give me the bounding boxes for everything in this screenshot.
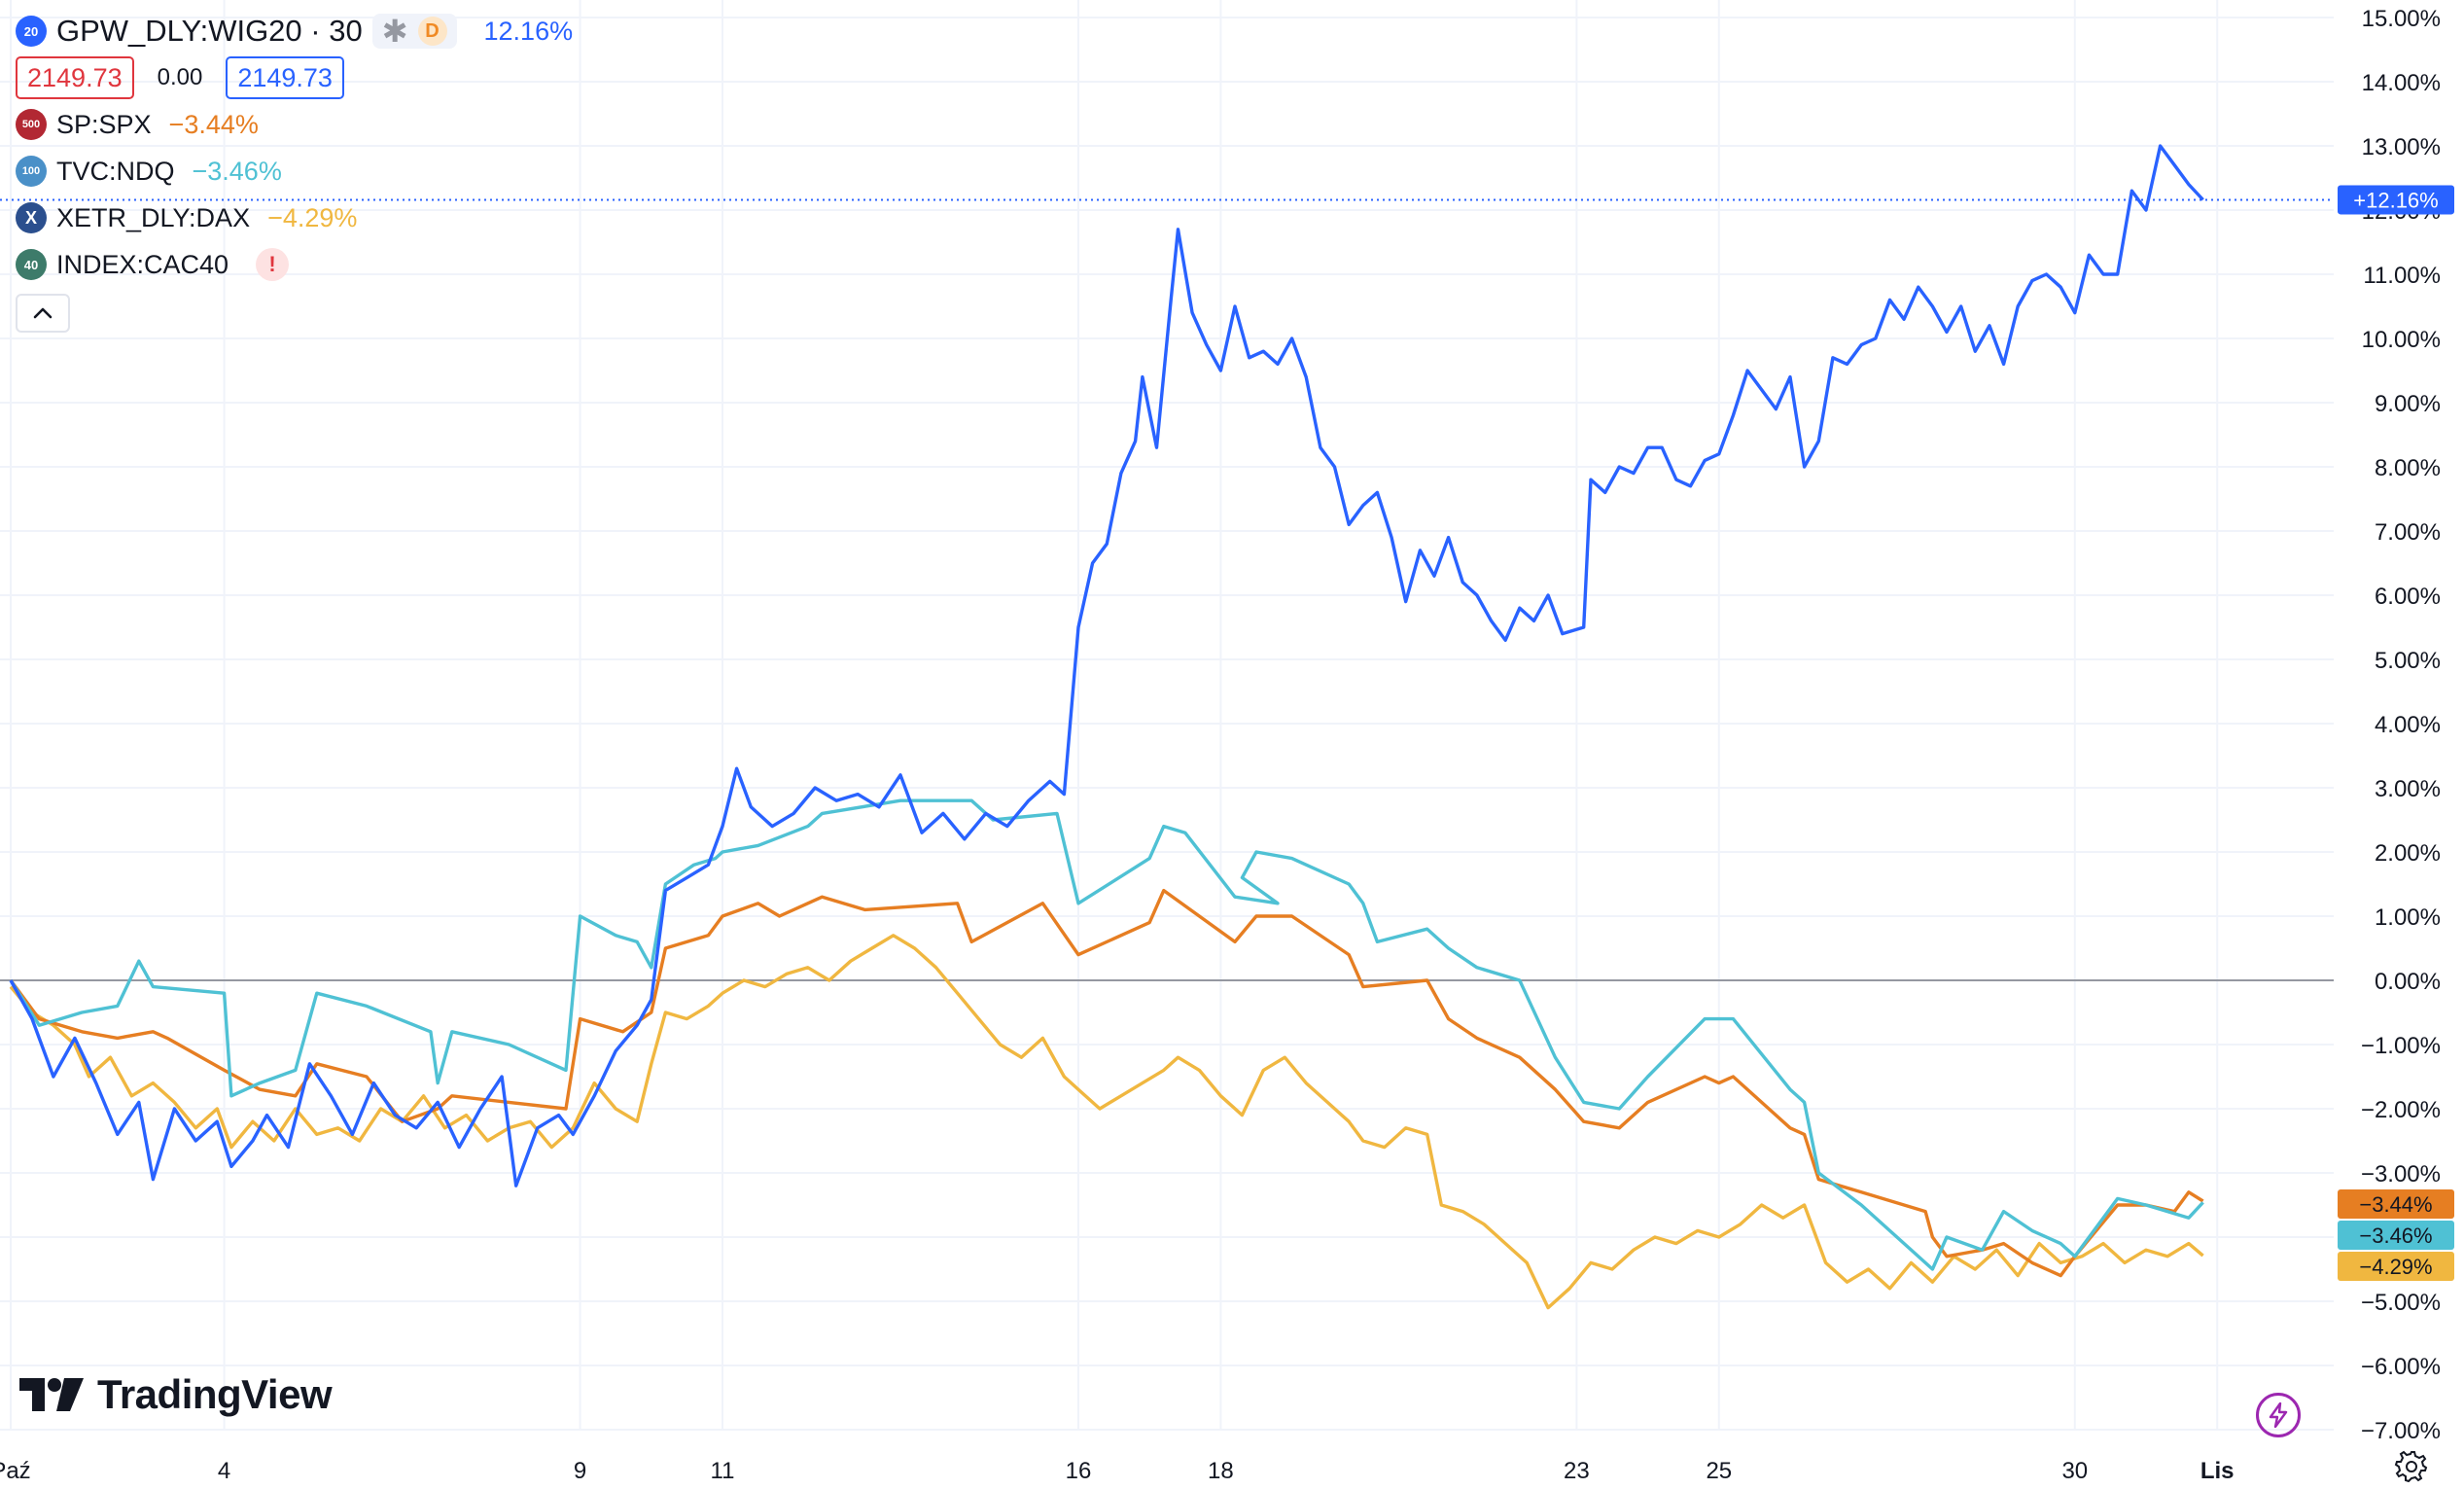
- y-tick-label: 7.00%: [2375, 519, 2441, 546]
- y-tick-label: −7.00%: [2361, 1418, 2441, 1444]
- y-tick-label: −2.00%: [2361, 1097, 2441, 1123]
- x-tick-label: 9: [574, 1458, 586, 1484]
- last-value-text: −3.46%: [2359, 1223, 2432, 1248]
- compare-symbol-name[interactable]: INDEX:CAC40: [56, 249, 229, 279]
- time-axis[interactable]: Paź 4 9 11 16 18 23 25 30 Lis: [0, 1458, 2235, 1484]
- x-tick-label: 16: [1066, 1458, 1092, 1484]
- x-tick-label: Lis: [2200, 1458, 2235, 1484]
- main-symbol-row[interactable]: 20 GPW_DLY:WIG20 · 30 ✱ D 12.16%: [16, 8, 573, 54]
- last-value-badge: [2338, 1189, 2454, 1219]
- x-tick-label: 23: [1564, 1458, 1590, 1484]
- y-tick-label: 4.00%: [2375, 712, 2441, 738]
- y-tick-label: 6.00%: [2375, 584, 2441, 610]
- last-value-text: +12.16%: [2353, 188, 2438, 212]
- compare-row-dax[interactable]: X XETR_DLY:DAX −4.29%: [16, 195, 573, 241]
- y-tick-label: −1.00%: [2361, 1033, 2441, 1059]
- price-axis[interactable]: 15.00%14.00%13.00%12.00%11.00%10.00%9.00…: [2361, 6, 2441, 1444]
- series-line: [9, 934, 2204, 1310]
- last-value-badge: [2338, 1252, 2454, 1281]
- price-left-box: 2149.73: [16, 56, 134, 99]
- last-value-badge: [2338, 185, 2454, 215]
- y-tick-label: 8.00%: [2375, 455, 2441, 481]
- compare-symbol-name[interactable]: XETR_DLY:DAX: [56, 202, 251, 232]
- compare-symbol-name[interactable]: TVC:NDQ: [56, 156, 175, 186]
- y-tick-label: 3.00%: [2375, 776, 2441, 802]
- x-tick-label: 4: [218, 1458, 230, 1484]
- y-tick-label: −5.00%: [2361, 1290, 2441, 1316]
- y-tick-label: 14.00%: [2362, 70, 2441, 96]
- series-lines: [9, 144, 2204, 1310]
- y-tick-label: −6.00%: [2361, 1354, 2441, 1380]
- delayed-data-icon: D: [417, 17, 447, 46]
- main-change: 12.16%: [483, 16, 574, 46]
- tradingview-logo-text: TradingView: [97, 1371, 333, 1417]
- compare-row-cac40[interactable]: 40 INDEX:CAC40 !: [16, 241, 573, 288]
- price-row: 2149.73 0.00 2149.73: [16, 54, 573, 101]
- series-line: [9, 144, 2204, 1188]
- lightning-icon[interactable]: [2256, 1393, 2301, 1437]
- last-value-text: −3.44%: [2359, 1192, 2432, 1217]
- x-tick-label: Paź: [0, 1458, 31, 1484]
- chart-legend: 20 GPW_DLY:WIG20 · 30 ✱ D 12.16% 2149.73…: [16, 8, 573, 333]
- last-value-badge: [2338, 1221, 2454, 1250]
- spx-badge: 500: [16, 109, 47, 140]
- y-tick-label: 13.00%: [2362, 134, 2441, 160]
- price-diff: 0.00: [157, 64, 203, 90]
- tradingview-logo[interactable]: TradingView: [19, 1371, 333, 1418]
- compare-change: −4.29%: [267, 202, 358, 232]
- market-status-chip[interactable]: ✱ D: [371, 14, 457, 49]
- y-tick-label: 5.00%: [2375, 648, 2441, 674]
- tradingview-logo-icon: [19, 1378, 84, 1411]
- reference-lines: [0, 198, 2334, 981]
- x-tick-label: 30: [2061, 1458, 2088, 1484]
- compare-change: −3.44%: [168, 109, 259, 139]
- y-tick-label: 10.00%: [2362, 327, 2441, 353]
- x-tick-label: 25: [1706, 1458, 1732, 1484]
- wig20-badge: 20: [16, 16, 47, 47]
- compare-symbol-name[interactable]: SP:SPX: [56, 109, 152, 139]
- y-tick-label: 15.00%: [2362, 6, 2441, 32]
- y-tick-label: 1.00%: [2375, 904, 2441, 931]
- collapse-legend-button[interactable]: [16, 294, 70, 333]
- last-value-labels: +12.16% −3.44% −3.46% −4.29%: [2338, 185, 2454, 1281]
- price-right-box: 2149.73: [226, 56, 344, 99]
- x-tick-label: 11: [711, 1458, 735, 1484]
- y-tick-label: 11.00%: [2363, 263, 2441, 289]
- gear-icon[interactable]: [2394, 1449, 2429, 1484]
- compare-change: −3.46%: [192, 156, 282, 186]
- y-tick-label: 2.00%: [2375, 840, 2441, 867]
- warning-icon[interactable]: !: [256, 248, 290, 281]
- dax-badge: X: [16, 202, 47, 233]
- asterisk-icon: ✱: [381, 14, 408, 49]
- main-symbol-title[interactable]: GPW_DLY:WIG20 · 30: [56, 14, 363, 48]
- last-value-text: −4.29%: [2359, 1255, 2432, 1279]
- series-line: [9, 798, 2204, 1271]
- ndq-badge: 100: [16, 156, 47, 187]
- x-tick-label: 18: [1208, 1458, 1234, 1484]
- chevron-up-icon: [33, 307, 53, 319]
- y-tick-label: 9.00%: [2375, 391, 2441, 417]
- chart-grid: [0, 0, 2334, 1431]
- compare-row-ndq[interactable]: 100 TVC:NDQ −3.46%: [16, 148, 573, 195]
- compare-row-spx[interactable]: 500 SP:SPX −3.44%: [16, 101, 573, 148]
- y-tick-label: 0.00%: [2375, 969, 2441, 995]
- cac40-badge: 40: [16, 249, 47, 280]
- y-tick-label: −3.00%: [2361, 1161, 2441, 1188]
